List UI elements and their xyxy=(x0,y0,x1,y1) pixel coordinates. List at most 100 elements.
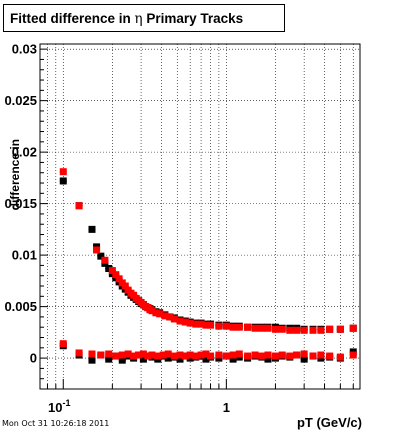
data-point xyxy=(349,351,357,359)
x-axis-label: pT (GeV/c) xyxy=(297,415,362,430)
data-point xyxy=(152,309,160,317)
y-tick-label: 0.025 xyxy=(4,93,37,108)
data-point xyxy=(148,307,156,315)
data-point xyxy=(97,252,105,260)
axis-ticks xyxy=(40,48,354,390)
data-point xyxy=(159,351,167,359)
data-point xyxy=(176,355,184,363)
data-point xyxy=(222,352,230,360)
data-point xyxy=(192,352,200,360)
data-point xyxy=(75,202,83,210)
data-series-3 xyxy=(59,340,357,361)
chart-title-suffix: Primary Tracks xyxy=(142,11,244,26)
data-point xyxy=(88,225,96,233)
data-point xyxy=(300,350,308,358)
data-point xyxy=(278,325,286,333)
data-point xyxy=(286,352,294,360)
data-point xyxy=(235,323,243,331)
data-point xyxy=(118,351,126,359)
y-tick-label: 0 xyxy=(30,351,37,366)
data-point xyxy=(271,325,279,333)
data-point xyxy=(164,350,172,358)
data-point xyxy=(112,271,120,279)
data-point xyxy=(300,326,308,334)
plot-frame xyxy=(39,43,361,390)
data-point xyxy=(93,246,101,254)
data-point xyxy=(207,352,215,360)
data-point xyxy=(59,168,67,176)
data-point xyxy=(215,322,223,330)
data-point xyxy=(105,355,113,363)
data-point xyxy=(176,317,184,325)
data-point xyxy=(118,356,126,364)
data-point xyxy=(124,350,132,358)
data-point xyxy=(112,352,120,360)
chart-title-prefix: Fitted difference in xyxy=(10,11,135,26)
data-point xyxy=(164,354,172,362)
data-point xyxy=(186,319,194,327)
data-point xyxy=(286,326,294,334)
data-point xyxy=(170,352,178,360)
data-point xyxy=(293,326,301,334)
data-point xyxy=(97,351,105,359)
y-tick-label: 0.01 xyxy=(12,248,37,263)
y-tick-label: 0.02 xyxy=(12,145,37,160)
data-point xyxy=(336,353,344,361)
data-point xyxy=(101,256,109,264)
data-point xyxy=(293,351,301,359)
data-point xyxy=(59,340,67,348)
data-point xyxy=(88,356,96,364)
data-point xyxy=(229,323,237,331)
data-point xyxy=(222,322,230,330)
data-point xyxy=(144,352,152,360)
y-tick-label: 0.015 xyxy=(4,196,37,211)
data-point xyxy=(326,325,334,333)
data-points xyxy=(59,168,357,364)
data-point xyxy=(130,352,138,360)
data-point xyxy=(202,355,210,363)
data-point xyxy=(258,324,266,332)
data-point xyxy=(181,318,189,326)
chart-title: Fitted difference in η Primary Tracks xyxy=(3,4,285,32)
data-point xyxy=(108,267,116,275)
y-tick-label: 0.03 xyxy=(12,42,37,57)
data-point xyxy=(75,349,83,357)
data-point xyxy=(202,321,210,329)
data-point xyxy=(235,350,243,358)
data-point xyxy=(192,320,200,328)
data-point xyxy=(161,312,169,320)
data-point xyxy=(278,351,286,359)
chart-title-symbol: η xyxy=(134,11,143,27)
data-point xyxy=(271,352,279,360)
y-axis-label: difference in xyxy=(8,139,22,210)
x-tick-label: 10-1 xyxy=(48,398,70,415)
data-point xyxy=(264,351,272,359)
data-point xyxy=(139,350,147,358)
data-point xyxy=(336,325,344,333)
data-point xyxy=(244,352,252,360)
tick-labels: 0 0.005 0.01 0.015 0.02 0.025 0.03 10-1 1 xyxy=(4,42,230,415)
data-point xyxy=(229,351,237,359)
y-tick-label: 0.005 xyxy=(4,299,37,314)
data-point xyxy=(59,177,67,185)
data-point xyxy=(197,351,205,359)
x-tick-label: 1 xyxy=(223,400,230,415)
data-point xyxy=(349,324,357,332)
data-point xyxy=(207,321,215,329)
data-point xyxy=(251,324,259,332)
data-point xyxy=(186,351,194,359)
data-point xyxy=(215,351,223,359)
data-point xyxy=(300,355,308,363)
data-point xyxy=(258,352,266,360)
data-point xyxy=(202,350,210,358)
data-point xyxy=(317,326,325,334)
data-point xyxy=(264,324,272,332)
data-point xyxy=(121,282,129,290)
data-point xyxy=(251,351,259,359)
data-point xyxy=(156,310,164,318)
datestamp: Mon Oct 31 10:26:18 2011 xyxy=(2,419,110,428)
data-point xyxy=(197,320,205,328)
data-series-1 xyxy=(59,168,357,334)
data-point xyxy=(105,350,113,358)
